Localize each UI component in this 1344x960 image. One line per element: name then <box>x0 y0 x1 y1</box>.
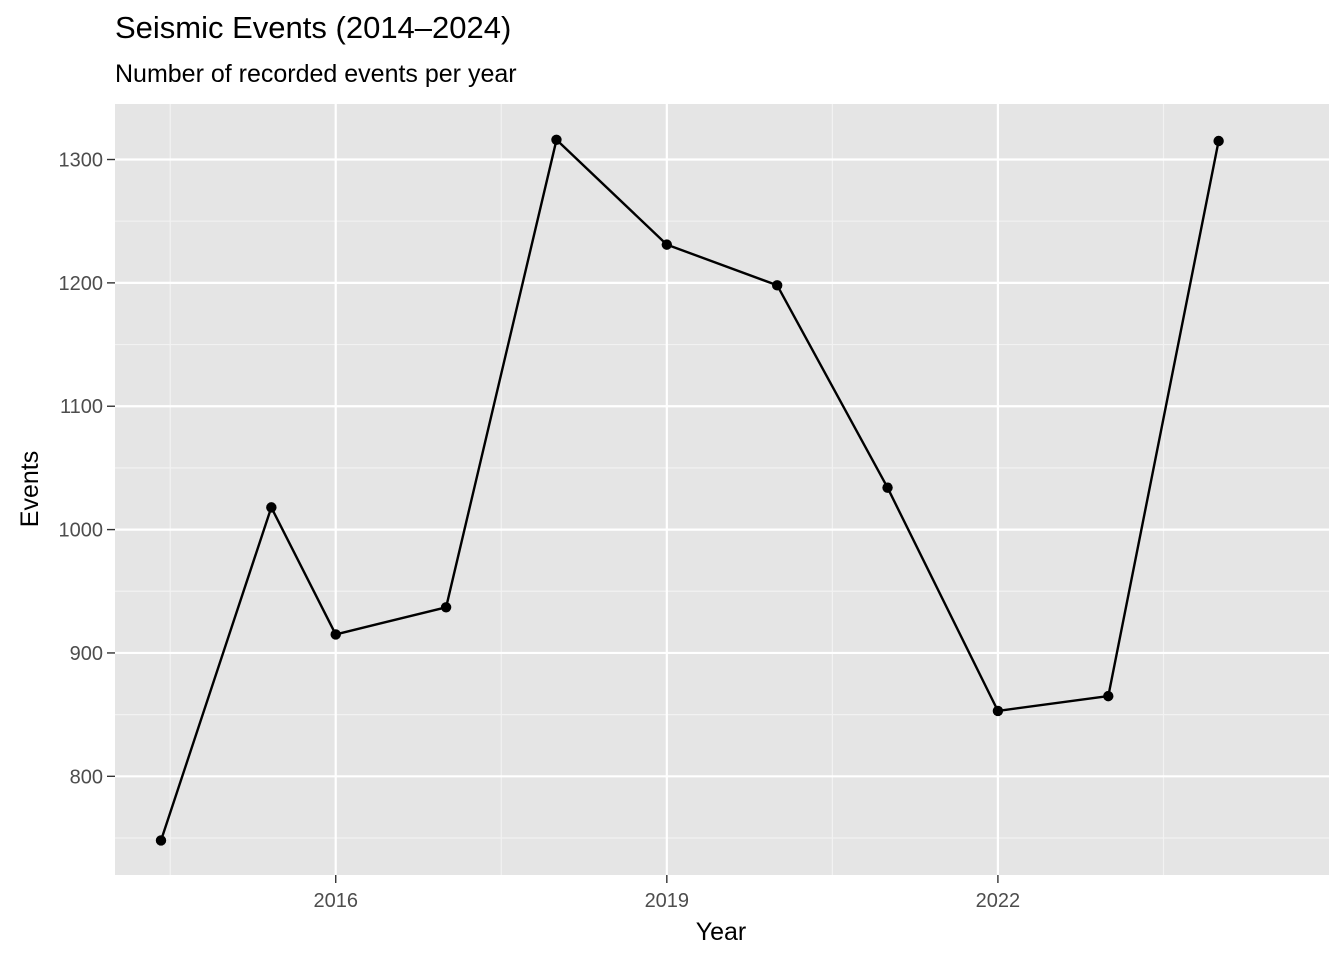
axis-ticks: 800 900 1000 1100 1200 1300 2016 2019 2022 <box>59 150 1021 912</box>
chart-title: Seismic Events (2014–2024) <box>115 10 511 45</box>
y-tick-label-1300: 1300 <box>59 150 104 172</box>
y-tick-label-900: 900 <box>70 643 103 665</box>
y-tick-label-800: 800 <box>70 766 103 788</box>
x-axis-label: Year <box>696 918 747 946</box>
y-tick-label-1200: 1200 <box>59 273 104 295</box>
data-point-1 <box>266 502 277 513</box>
data-points <box>155 134 1224 846</box>
x-tick-label-2019: 2019 <box>645 890 690 912</box>
data-point-6 <box>771 280 783 291</box>
x-tick-label-2016: 2016 <box>313 890 358 912</box>
y-axis-label: Events <box>16 451 44 527</box>
data-point-2 <box>330 629 341 640</box>
x-tick-label-2022: 2022 <box>976 890 1021 912</box>
data-point-5 <box>661 239 673 250</box>
major-grid <box>115 104 1329 875</box>
data-point-3 <box>440 602 452 613</box>
data-point-0 <box>155 835 167 846</box>
minor-grid <box>115 104 1329 875</box>
data-point-10 <box>1213 135 1224 147</box>
plot-panel-background <box>115 104 1329 875</box>
y-tick-label-1000: 1000 <box>59 520 104 542</box>
data-point-8 <box>992 705 1004 717</box>
chart-subtitle: Number of recorded events per year <box>115 60 517 88</box>
data-point-4 <box>551 134 562 145</box>
y-tick-label-1100: 1100 <box>60 396 103 418</box>
plot-panel-layer: 800 900 1000 1100 1200 1300 2016 2019 2022 <box>59 104 1329 912</box>
data-point-7 <box>882 482 893 493</box>
data-point-9 <box>1103 690 1114 702</box>
